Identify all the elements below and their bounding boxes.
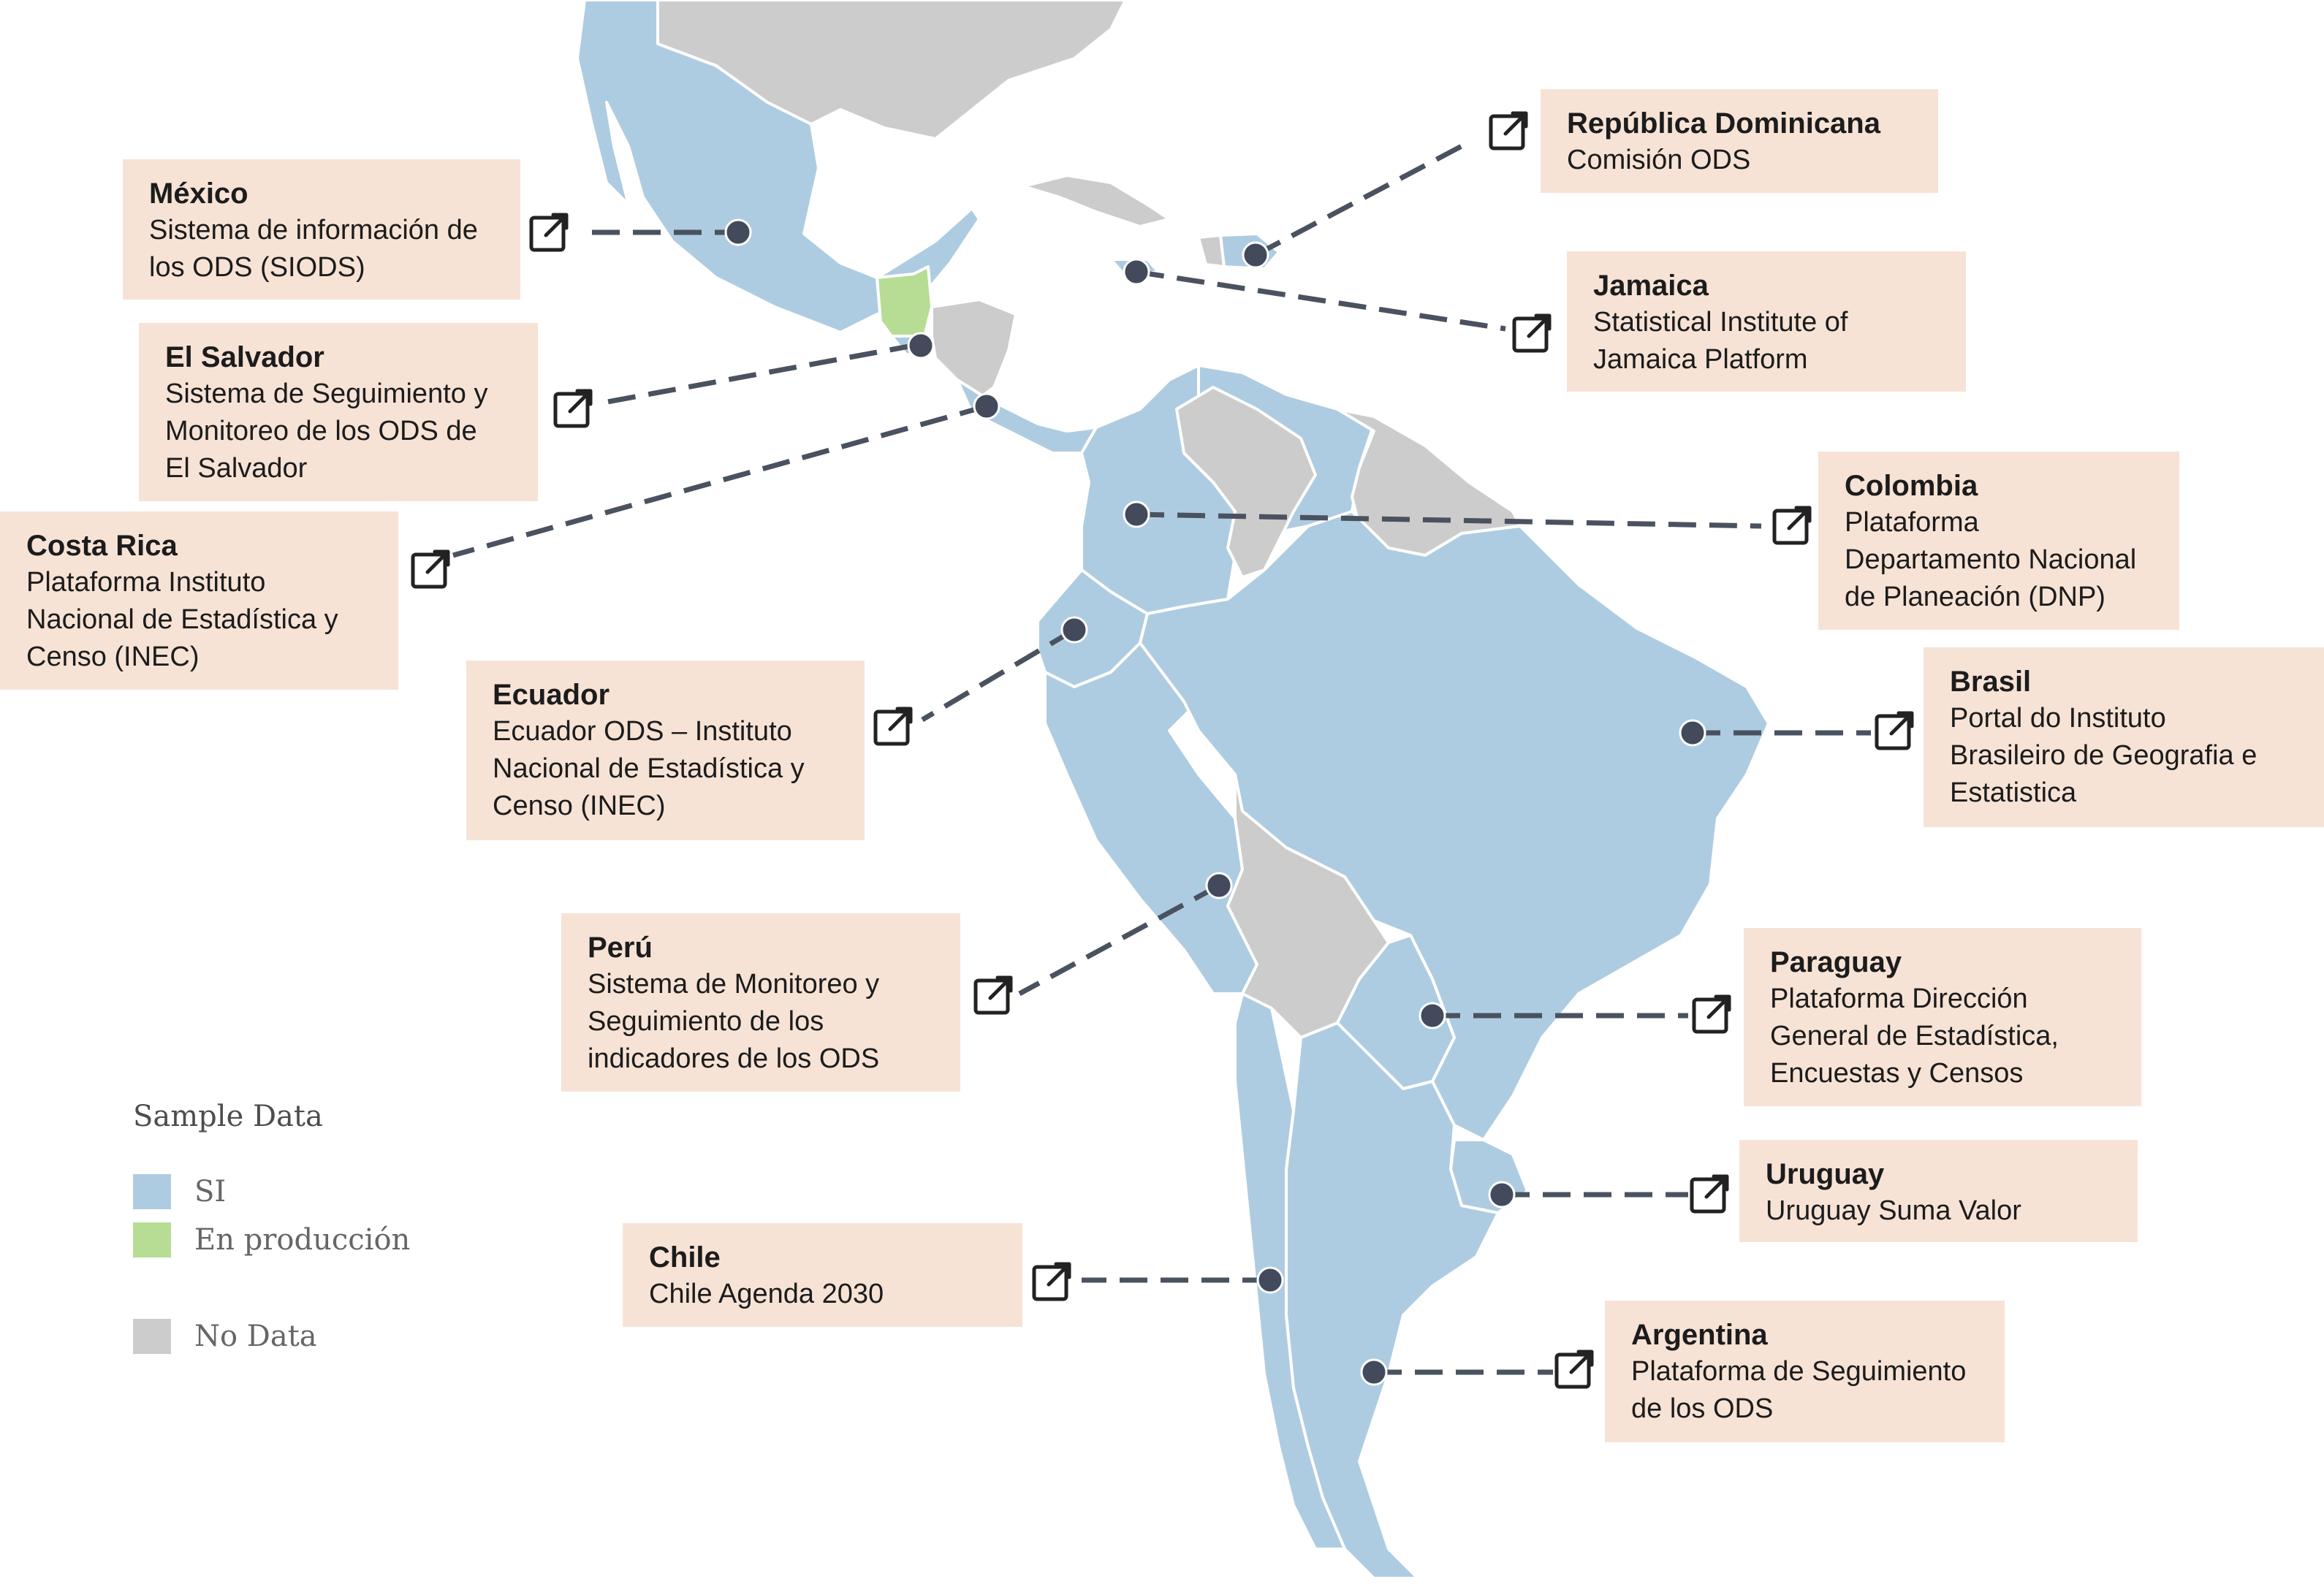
- country-name: Colombia: [1845, 470, 1978, 502]
- external-link-icon[interactable]: [411, 549, 450, 589]
- location-markers: [724, 218, 1706, 1386]
- external-link-icon[interactable]: [1772, 506, 1812, 545]
- platform-name: Plataforma Dirección General de Estadíst…: [1770, 983, 2059, 1089]
- country-name: Uruguay: [1766, 1158, 1885, 1190]
- legend-label: En producción: [194, 1223, 411, 1257]
- card-brasil[interactable]: Brasil Portal do Instituto Brasileiro de…: [1924, 647, 2324, 827]
- external-link-icon[interactable]: [1032, 1262, 1071, 1301]
- external-link-icon[interactable]: [873, 707, 913, 746]
- legend-label: SI: [194, 1175, 227, 1209]
- marker-costa-rica: [973, 392, 1000, 420]
- platform-name: Chile Agenda 2030: [649, 1279, 884, 1309]
- card-peru[interactable]: Perú Sistema de Monitoreo y Seguimiento …: [561, 913, 960, 1092]
- country-name: El Salvador: [165, 341, 324, 373]
- platform-name: Plataforma Departamento Nacional de Plan…: [1845, 507, 2137, 612]
- card-chile[interactable]: Chile Chile Agenda 2030: [623, 1223, 1022, 1327]
- platform-name: Sistema de información de los ODS (SIODS…: [149, 215, 478, 283]
- leader-lines: [452, 143, 1871, 1375]
- marker-brasil: [1679, 719, 1706, 747]
- card-jamaica[interactable]: Jamaica Statistical Institute of Jamaica…: [1567, 251, 1966, 392]
- country-name: Argentina: [1631, 1319, 1768, 1351]
- marker-jamaica: [1123, 258, 1150, 286]
- card-mexico[interactable]: México Sistema de información de los ODS…: [123, 159, 520, 300]
- country-name: Brasil: [1950, 666, 2032, 698]
- legend-item-en-produccion: En producción: [133, 1222, 410, 1258]
- marker-dominican-republic: [1242, 241, 1269, 269]
- marker-el-salvador: [907, 332, 935, 359]
- card-argentina[interactable]: Argentina Plataforma de Seguimiento de l…: [1605, 1301, 2005, 1442]
- platform-name: Plataforma de Seguimiento de los ODS: [1631, 1356, 1967, 1424]
- external-link-icon[interactable]: [1690, 1174, 1729, 1214]
- country-name: México: [149, 178, 248, 210]
- region-cuba: [1022, 174, 1171, 228]
- region-colombia[interactable]: [1080, 364, 1244, 615]
- legend-label: No Data: [194, 1320, 317, 1353]
- platform-name: Comisión ODS: [1567, 145, 1751, 175]
- marker-mexico: [724, 218, 752, 246]
- country-name: Ecuador: [493, 679, 610, 711]
- legend-title: Sample Data: [133, 1100, 323, 1133]
- card-paraguay[interactable]: Paraguay Plataforma Dirección General de…: [1744, 928, 2141, 1106]
- legend-item-si: SI: [133, 1173, 226, 1210]
- legend-item-no-data: No Data: [133, 1318, 317, 1355]
- external-link-icon[interactable]: [973, 975, 1013, 1015]
- platform-name: Ecuador ODS – Instituto Nacional de Esta…: [493, 716, 805, 821]
- card-uruguay[interactable]: Uruguay Uruguay Suma Valor: [1739, 1140, 2138, 1242]
- marker-ecuador: [1060, 616, 1088, 644]
- legend-swatch: [133, 1222, 171, 1257]
- card-republica-dominicana[interactable]: República Dominicana Comisión ODS: [1541, 89, 1938, 193]
- platform-name: Uruguay Suma Valor: [1766, 1195, 2021, 1226]
- card-costa-rica[interactable]: Costa Rica Plataforma Instituto Nacional…: [0, 511, 398, 690]
- country-name: Chile: [649, 1241, 721, 1274]
- marker-peru: [1205, 872, 1233, 899]
- external-link-icon[interactable]: [529, 213, 569, 252]
- legend-swatch: [133, 1174, 171, 1209]
- region-uruguay[interactable]: [1449, 1138, 1529, 1214]
- region-guatemala[interactable]: [876, 265, 933, 338]
- country-name: República Dominicana: [1567, 107, 1880, 140]
- external-link-icon[interactable]: [1692, 994, 1731, 1034]
- card-colombia[interactable]: Colombia Plataforma Departamento Naciona…: [1818, 452, 2179, 630]
- marker-uruguay: [1488, 1181, 1516, 1209]
- marker-argentina: [1360, 1358, 1388, 1386]
- platform-name: Sistema de Seguimiento y Monitoreo de lo…: [165, 378, 488, 484]
- country-name: Paraguay: [1770, 946, 1902, 978]
- external-link-icon[interactable]: [1554, 1350, 1594, 1389]
- region-honduras-nicaragua: [930, 298, 1017, 400]
- platform-name: Plataforma Instituto Nacional de Estadís…: [26, 567, 338, 672]
- country-name: Costa Rica: [26, 530, 178, 562]
- external-link-icon[interactable]: [1512, 313, 1552, 353]
- region-chile[interactable]: [1234, 992, 1346, 1550]
- external-link-icon[interactable]: [1875, 711, 1914, 750]
- marker-colombia: [1123, 501, 1150, 528]
- platform-name: Portal do Instituto Brasileiro de Geogra…: [1950, 703, 2257, 808]
- legend-swatch: [133, 1319, 171, 1354]
- marker-chile: [1256, 1266, 1284, 1294]
- platform-name: Sistema de Monitoreo y Seguimiento de lo…: [588, 969, 880, 1074]
- marker-paraguay: [1419, 1002, 1446, 1030]
- card-el-salvador[interactable]: El Salvador Sistema de Seguimiento y Mon…: [139, 323, 538, 501]
- external-link-icon[interactable]: [1489, 111, 1528, 151]
- platform-name: Statistical Institute of Jamaica Platfor…: [1593, 307, 1848, 375]
- external-link-icon[interactable]: [553, 389, 593, 428]
- country-name: Jamaica: [1593, 270, 1709, 302]
- country-name: Perú: [588, 932, 653, 964]
- card-ecuador[interactable]: Ecuador Ecuador ODS – Instituto Nacional…: [466, 661, 865, 840]
- link-icons: [411, 111, 1914, 1389]
